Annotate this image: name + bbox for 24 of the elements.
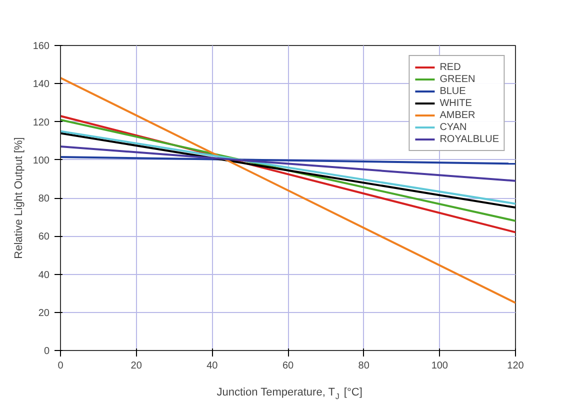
y-tick-label: 100 xyxy=(32,155,50,166)
x-tick-label: 120 xyxy=(507,360,524,372)
x-tick-label: 40 xyxy=(206,360,218,372)
legend-label: BLUE xyxy=(440,85,466,97)
legend-label: GREEN xyxy=(440,73,476,85)
y-tick-label: 20 xyxy=(38,308,50,319)
y-tick-label: 120 xyxy=(32,117,50,128)
x-tick-label: 100 xyxy=(431,360,448,372)
y-tick-label: 140 xyxy=(32,79,50,90)
y-tick-label: 160 xyxy=(32,41,50,52)
y-tick-label: 60 xyxy=(38,232,50,243)
x-tick-label: 0 xyxy=(58,360,64,372)
x-tick-label: 80 xyxy=(358,360,370,372)
x-tick-label: 20 xyxy=(130,360,142,372)
y-tick-label: 80 xyxy=(38,194,50,204)
legend-label: WHITE xyxy=(440,97,472,109)
x-tick-label: 60 xyxy=(282,360,294,372)
y-tick-label: 40 xyxy=(38,270,50,281)
y-axis-title: Relative Light Output [%] xyxy=(12,137,25,259)
legend-label: ROYALBLUE xyxy=(440,133,499,145)
legend-label: CYAN xyxy=(440,121,467,133)
y-tick-label: 0 xyxy=(44,346,50,357)
legend-label: RED xyxy=(440,61,461,73)
legend-label: AMBER xyxy=(440,109,476,121)
